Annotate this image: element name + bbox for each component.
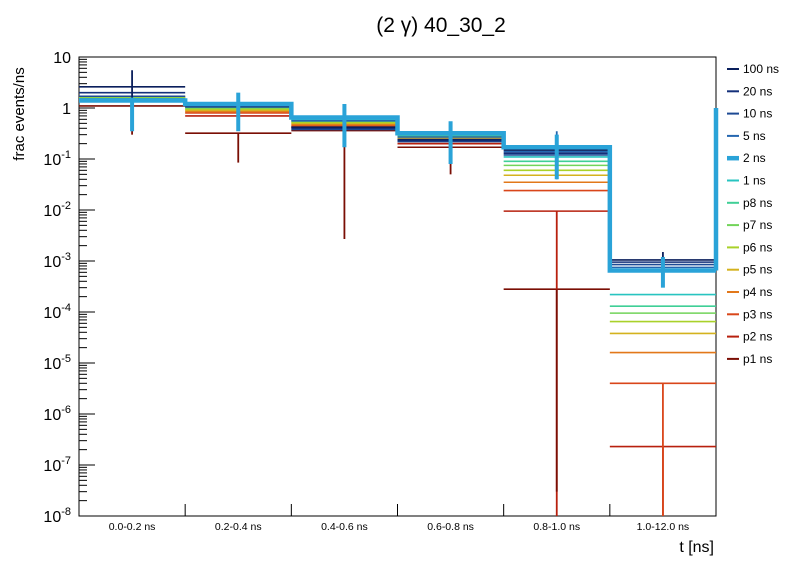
legend-label: 100 ns <box>743 62 779 76</box>
legend-item: 5 ns <box>727 129 766 143</box>
x-tick-label: 0.2-0.4 ns <box>215 521 262 533</box>
series-line <box>79 98 719 273</box>
legend-item: p8 ns <box>727 196 772 210</box>
y-axis-label: frac events/ns <box>11 67 28 160</box>
series-layer <box>79 86 719 448</box>
series-100-ns <box>79 86 716 261</box>
legend-label: 1 ns <box>743 174 766 188</box>
legend-item: p6 ns <box>727 240 772 254</box>
legend-label: 20 ns <box>743 84 772 98</box>
legend-item: p4 ns <box>727 285 772 299</box>
x-tick-label: 0.4-0.6 ns <box>321 521 368 533</box>
series-2-ns <box>79 98 719 273</box>
legend-item: p5 ns <box>727 263 772 277</box>
legend-label: p4 ns <box>743 285 772 299</box>
x-axis-label: t [ns] <box>679 539 714 556</box>
y-tick-label: 10-5 <box>43 353 71 373</box>
y-tick-label: 10-6 <box>43 404 71 424</box>
legend-item: p1 ns <box>727 352 772 366</box>
y-tick-label: 1 <box>62 101 71 118</box>
y-tick-label: 10-1 <box>43 149 71 169</box>
legend-item: 100 ns <box>727 62 779 76</box>
axes-layer: 0.0-0.2 ns 0.2-0.4 ns 0.4-0.6 ns 0.6-0.8 ns… <box>43 50 717 533</box>
legend-item: 10 ns <box>727 107 772 121</box>
legend-label: 5 ns <box>743 129 766 143</box>
series-line <box>79 86 716 261</box>
x-tick-label: 0.6-0.8 ns <box>427 521 474 533</box>
legend-label: p6 ns <box>743 240 772 254</box>
legend-item: 2 ns <box>727 151 766 165</box>
y-tick-label: 10-8 <box>43 506 71 526</box>
legend-label: p1 ns <box>743 352 772 366</box>
y-tick-label: 10-3 <box>43 251 71 271</box>
legend-item: p7 ns <box>727 218 772 232</box>
legend-label: p8 ns <box>743 196 772 210</box>
legend-label: p3 ns <box>743 307 772 321</box>
legend-label: 10 ns <box>743 107 772 121</box>
y-tick-label: 10-7 <box>43 455 71 475</box>
legend-item: 1 ns <box>727 174 766 188</box>
x-tick-label: 1.0-12.0 ns <box>637 521 690 533</box>
y-tick-label: 10 <box>53 50 71 67</box>
chart-title: (2 γ) 40_30_2 <box>376 14 506 37</box>
legend-label: p5 ns <box>743 263 772 277</box>
legend-item: p2 ns <box>727 330 772 344</box>
x-tick-label: 0.0-0.2 ns <box>109 521 156 533</box>
x-tick-label: 0.8-1.0 ns <box>533 521 580 533</box>
y-tick-label: 10-4 <box>43 302 71 322</box>
y-tick-label: 10-2 <box>43 200 71 220</box>
errors-layer <box>130 70 665 516</box>
legend-label: p2 ns <box>743 330 772 344</box>
legend-item: 20 ns <box>727 84 772 98</box>
legend-label: p7 ns <box>743 218 772 232</box>
legend: 100 ns 20 ns 10 ns 5 ns 2 ns 1 ns p8 ns p7 ns p6… <box>727 62 779 366</box>
legend-label: 2 ns <box>743 151 766 165</box>
legend-item: p3 ns <box>727 307 772 321</box>
